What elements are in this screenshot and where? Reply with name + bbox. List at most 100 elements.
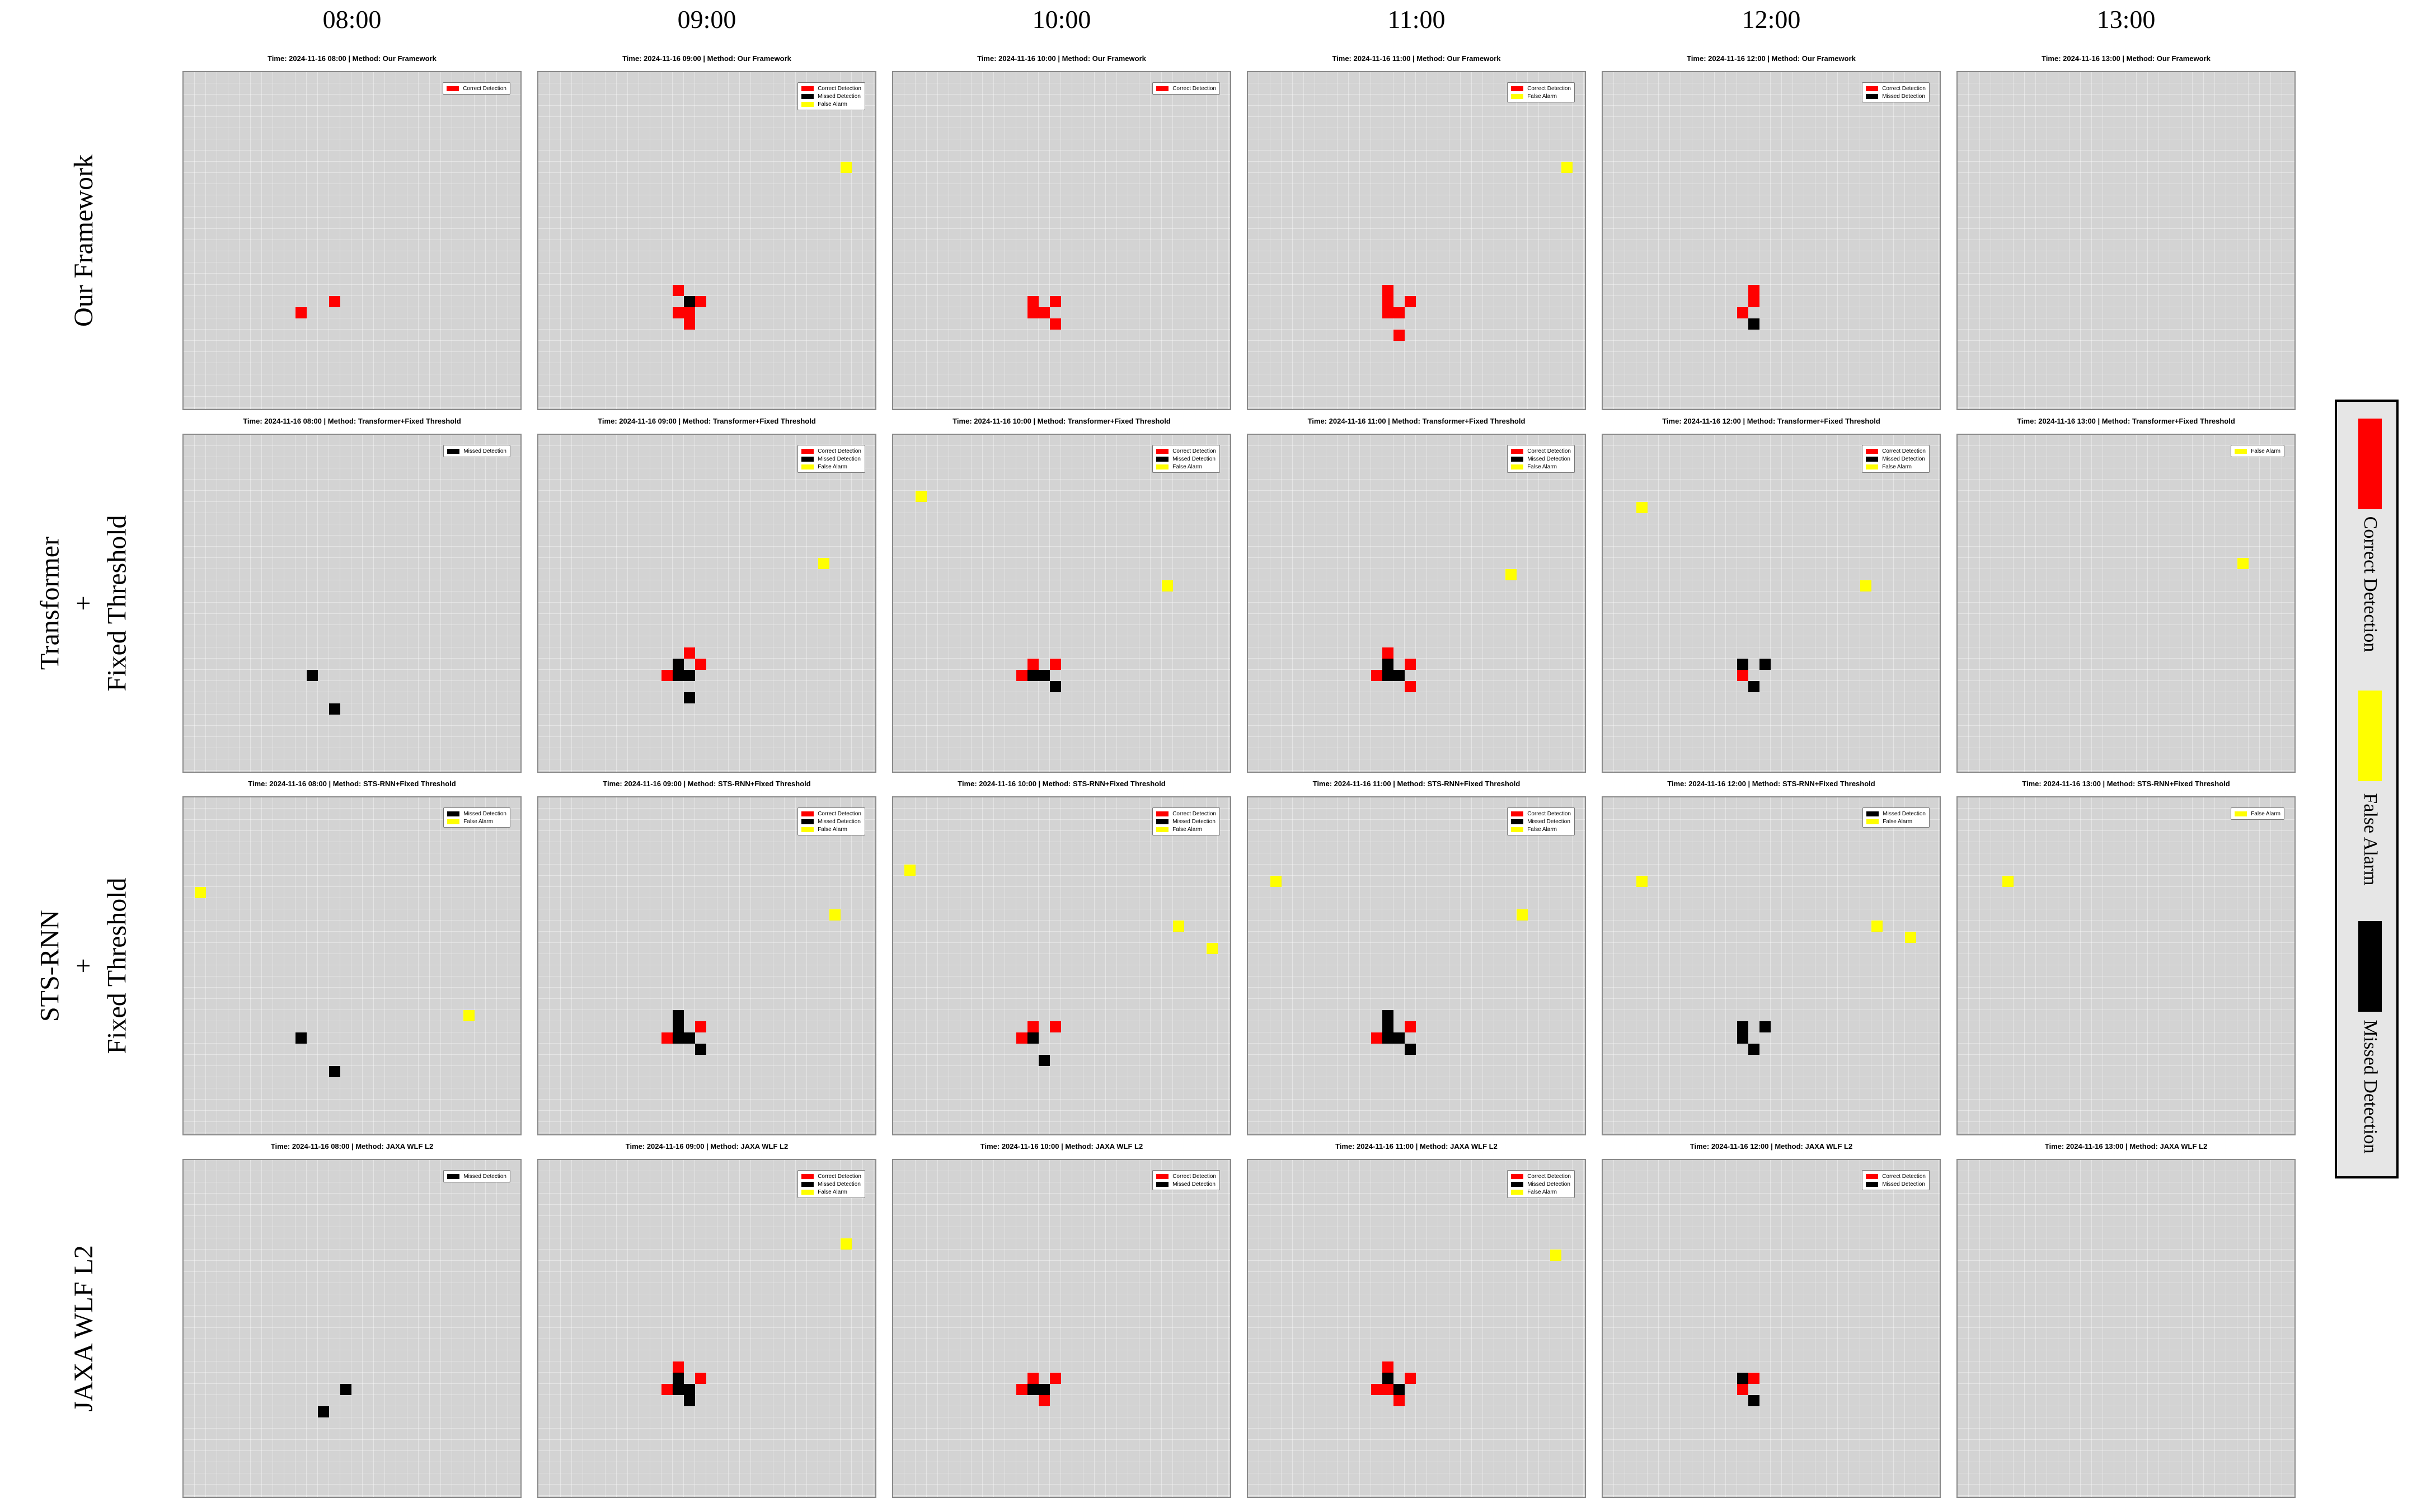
panel-legend: Correct Detection Missed Detection False A… — [1152, 445, 1220, 473]
cell-correct — [1737, 670, 1748, 681]
panel-title: Time: 2024-11-16 10:00 | Method: Our Fra… — [977, 54, 1146, 63]
panel-legend-label: Missed Detection — [1527, 818, 1570, 825]
cell-correct — [1382, 307, 1393, 318]
cell-missed — [1027, 1384, 1039, 1395]
cell-correct — [695, 296, 706, 307]
legend-swatch — [447, 1173, 460, 1179]
panel-title: Time: 2024-11-16 12:00 | Method: JAXA WL… — [1690, 1142, 1853, 1151]
panel-legend-label: Correct Detection — [463, 85, 506, 92]
panel-legend-label: Missed Detection — [1882, 1181, 1925, 1187]
panel-title: Time: 2024-11-16 13:00 | Method: Transfo… — [2017, 417, 2235, 425]
panel-legend-label: Correct Detection — [1527, 810, 1571, 817]
grid-panel: Correct Detection Missed Detection False A… — [892, 434, 1231, 773]
cell-correct — [673, 307, 684, 318]
cell-correct — [1393, 1395, 1405, 1406]
panel-legend-item: Correct Detection — [1156, 810, 1216, 818]
cell-missed — [1039, 1384, 1050, 1395]
grid-panel: Missed Detection False Alarm — [182, 796, 522, 1135]
panel-legend: Correct Detection — [1152, 82, 1220, 95]
cell-missed — [1759, 659, 1771, 670]
panel-legend: Correct Detection — [443, 82, 510, 95]
panel-legend-label: Correct Detection — [1172, 85, 1216, 92]
legend-swatch — [1511, 93, 1524, 99]
panel-title: Time: 2024-11-16 08:00 | Method: JAXA WL… — [270, 1142, 434, 1151]
grid-panel: Correct Detection Missed Detection — [892, 1159, 1231, 1498]
panel-legend-item: Correct Detection — [1511, 447, 1571, 455]
panel-legend-label: Correct Detection — [1527, 1173, 1571, 1180]
column-header-time: 13:00 — [2096, 5, 2156, 34]
cell-false-alarm — [904, 865, 916, 876]
cell-correct — [1027, 659, 1039, 670]
row-label-method: STS-RNN + Fixed Threshold — [0, 796, 168, 1135]
panel-legend-item: Missed Detection — [1156, 455, 1216, 463]
cell-correct — [1050, 659, 1061, 670]
panel-legend-label: False Alarm — [818, 463, 847, 470]
panel-legend: False Alarm — [2231, 807, 2284, 820]
cell-missed — [1748, 1395, 1759, 1406]
panel-legend-label: False Alarm — [2251, 448, 2280, 454]
cell-false-alarm — [2237, 558, 2249, 569]
cell-missed — [1748, 681, 1759, 692]
panel-title: Time: 2024-11-16 09:00 | Method: STS-RNN… — [603, 780, 811, 788]
legend-swatch — [447, 819, 460, 824]
cell-missed — [1748, 318, 1759, 330]
cell-correct — [661, 1032, 673, 1044]
panel-title: Time: 2024-11-16 13:00 | Method: JAXA WL… — [2044, 1142, 2208, 1151]
cell-false-alarm — [1550, 1250, 1561, 1261]
legend-swatch — [1866, 448, 1879, 454]
panel-legend-item: Missed Detection — [1866, 455, 1926, 463]
panel-legend-item: False Alarm — [2235, 810, 2280, 818]
panel-legend-item: Missed Detection — [1866, 810, 1926, 818]
cell-correct — [1405, 681, 1416, 692]
cell-missed — [673, 670, 684, 681]
legend-swatch — [1511, 811, 1524, 816]
cell-correct — [1027, 296, 1039, 307]
cell-correct — [673, 1361, 684, 1373]
legend-swatch — [1866, 93, 1879, 99]
cell-missed — [684, 670, 695, 681]
cell-missed — [329, 1066, 340, 1077]
grid-panel: Correct Detection — [182, 71, 522, 410]
panel-legend: Correct Detection False Alarm — [1507, 82, 1575, 102]
panel-legend-item: Correct Detection — [1511, 810, 1571, 818]
panel-legend: Correct Detection Missed Detection False A… — [797, 82, 865, 110]
cell-correct — [684, 307, 695, 318]
cell-correct — [1748, 296, 1759, 307]
cell-correct — [1027, 1021, 1039, 1032]
cell-missed — [1737, 1021, 1748, 1032]
panel-legend-item: Missed Detection — [801, 92, 861, 100]
panel-legend-label: Missed Detection — [463, 1173, 506, 1180]
panel-legend-item: Missed Detection — [801, 1180, 861, 1188]
legend-swatch — [801, 1173, 814, 1179]
panel-legend-item: Correct Detection — [1511, 84, 1571, 92]
cell-correct — [295, 307, 307, 318]
panel-title: Time: 2024-11-16 10:00 | Method: Transfo… — [952, 417, 1171, 425]
legend-swatch — [1866, 86, 1879, 91]
cell-missed — [684, 692, 695, 703]
panel-title: Time: 2024-11-16 12:00 | Method: STS-RNN… — [1667, 780, 1875, 788]
legend-swatch — [447, 86, 459, 91]
cell-correct — [1737, 1384, 1748, 1395]
main-legend-swatch-missed — [2358, 921, 2382, 1012]
panel-legend-item: False Alarm — [2235, 447, 2280, 455]
main-legend-label-text: Correct Detection — [2360, 516, 2381, 652]
cell-missed — [1382, 670, 1393, 681]
cell-correct — [1371, 1384, 1382, 1395]
panel-legend-item: False Alarm — [801, 100, 861, 108]
cell-missed — [1393, 1032, 1405, 1044]
panel-legend-label: Missed Detection — [818, 1181, 861, 1187]
grid-panel — [1956, 1159, 2296, 1498]
legend-swatch — [1866, 456, 1879, 462]
cell-missed — [1039, 670, 1050, 681]
cell-false-alarm — [1860, 580, 1871, 591]
row-label-text: STS-RNN + Fixed Threshold — [35, 877, 132, 1054]
cell-correct — [1050, 296, 1061, 307]
legend-swatch — [1156, 86, 1169, 91]
column-header-time: 09:00 — [677, 5, 736, 34]
legend-swatch — [447, 448, 460, 454]
row-label-text: Transformer + Fixed Threshold — [35, 515, 132, 692]
panel-legend-label: False Alarm — [1172, 463, 1202, 470]
panel-legend-item: False Alarm — [1156, 825, 1216, 833]
cell-missed — [673, 1010, 684, 1021]
column-header-time: 11:00 — [1387, 5, 1446, 34]
